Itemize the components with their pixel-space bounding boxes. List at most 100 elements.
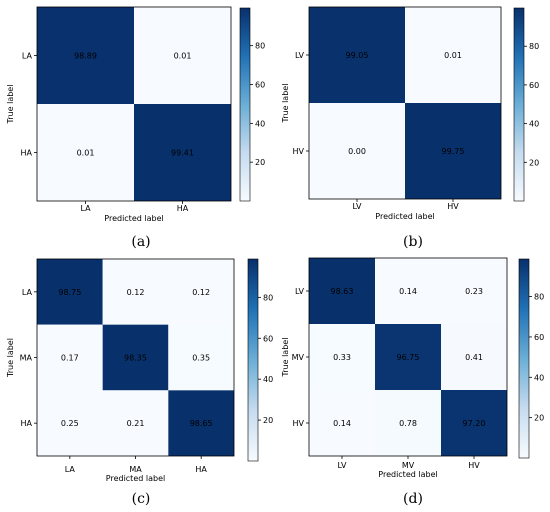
cell-value-label: 0.01 [444,51,462,60]
colorbar-tick-label: 60 [255,81,265,90]
cell-value-label: 98.65 [190,419,213,428]
matrix-cell [168,390,234,456]
x-axis-label: Predicted label [106,474,165,483]
cell-value-label: 0.14 [399,287,417,296]
confusion-matrix-panel-b: 99.05 0.01 0.00 99.75 LV HV LV HV Predicted labe… [281,6,539,250]
x-tick-label: HA [177,204,189,213]
cell-value-label: 98.89 [74,52,97,61]
cell-value-label: 0.21 [127,419,145,428]
confusion-matrix-panel-c: 98.75 0.12 0.12 0.17 98.35 0.35 0.25 0.21 98.65 L… [6,258,273,507]
matrix-cell [37,7,134,104]
x-tick-label: LV [352,202,362,211]
matrix-cell [309,324,375,390]
cell-value-label: 0.01 [174,52,192,61]
x-tick-label: HV [468,461,480,470]
colorbar [513,7,525,202]
colorbar-tick-label: 60 [534,333,544,342]
colorbar [247,258,259,462]
cell-value-label: 99.41 [171,149,194,158]
cell-value-label: 96.75 [397,353,420,362]
matrix-cell [102,259,169,325]
y-axis-label: True label [281,84,290,124]
cell-value-label: 0.33 [333,353,351,362]
matrix-cell [134,7,231,104]
y-tick-label: HV [293,419,305,428]
matrix-cell [405,103,501,199]
matrix-cell [375,390,441,456]
matrix-cell [102,390,169,456]
panel-label: (b) [403,234,423,250]
cell-value-label: 97.20 [463,419,486,428]
matrix-cell [37,324,103,391]
matrix-cell [375,324,441,390]
cell-value-label: 99.05 [346,51,369,60]
matrix-cell [309,390,375,456]
matrix-cell [309,7,405,103]
cell-value-label: 0.23 [465,287,483,296]
matrix-cell [309,103,405,199]
matrix-cell [168,324,234,391]
matrix-cell [441,390,507,456]
colorbar-tick-label: 80 [255,42,265,51]
cell-value-label: 0.78 [399,419,417,428]
x-tick-label: MA [129,465,142,474]
matrix-cell [405,7,501,103]
cell-value-label: 0.14 [333,419,351,428]
x-tick-label: HA [195,465,207,474]
colorbar-tick-label: 40 [255,119,265,128]
x-tick-label: LA [80,204,91,213]
matrix-cell [375,258,441,324]
x-axis-label: Predicted label [375,212,434,221]
cell-value-label: 0.17 [61,354,79,363]
panel-label: (c) [132,491,151,507]
matrix-cell [168,259,234,325]
y-axis-label: True label [6,85,15,125]
x-tick-label: HV [447,202,459,211]
y-axis-label: True label [6,338,15,378]
matrix-frame [36,6,232,202]
colorbar-tick-label: 60 [529,81,539,90]
matrix-cell [37,104,134,201]
colorbar-tick-label: 40 [534,373,544,382]
x-axis-label: Predicted label [378,470,437,479]
cell-value-label: 98.63 [331,287,354,296]
cell-value-label: 0.00 [348,147,366,156]
cell-value-label: 99.75 [442,147,465,156]
y-tick-label: LA [22,288,33,297]
y-tick-label: LV [295,51,305,60]
y-tick-label: LV [295,287,305,296]
colorbar-tick-label: 20 [263,416,273,425]
panel-label: (d) [403,491,423,507]
y-tick-label: MA [20,354,33,363]
colorbar-tick-label: 80 [529,42,539,51]
y-tick-label: LA [22,52,33,61]
cell-value-label: 0.25 [61,419,79,428]
cell-value-label: 0.01 [77,149,95,158]
y-tick-label: HA [21,419,33,428]
colorbar-tick-label: 80 [263,293,273,302]
colorbar-tick-label: 80 [534,293,544,302]
colorbar-tick-label: 60 [263,334,273,343]
colorbar-tick-label: 40 [263,375,273,384]
cell-value-label: 0.12 [192,288,210,297]
y-tick-label: MV [292,353,305,362]
y-tick-label: HA [21,149,33,158]
confusion-matrix-panel-a: 98.89 0.01 0.01 99.41 LA HA LA HA Predicted labe… [6,6,265,250]
cell-value-label: 98.75 [58,288,81,297]
matrix-cell [37,390,103,456]
colorbar [518,258,530,459]
matrix-frame [308,6,502,200]
y-axis-label: True label [281,338,290,378]
colorbar-tick-label: 20 [255,158,265,167]
matrix-cell [134,104,231,201]
matrix-cell [309,258,375,324]
cell-value-label: 98.35 [124,354,147,363]
x-tick-label: MV [402,461,415,470]
matrix-cell [37,259,103,325]
panel-label: (a) [131,234,150,250]
x-axis-label: Predicted label [104,214,163,223]
x-tick-label: LV [337,461,347,470]
colorbar-tick-label: 20 [529,158,539,167]
colorbar-tick-label: 40 [529,120,539,129]
